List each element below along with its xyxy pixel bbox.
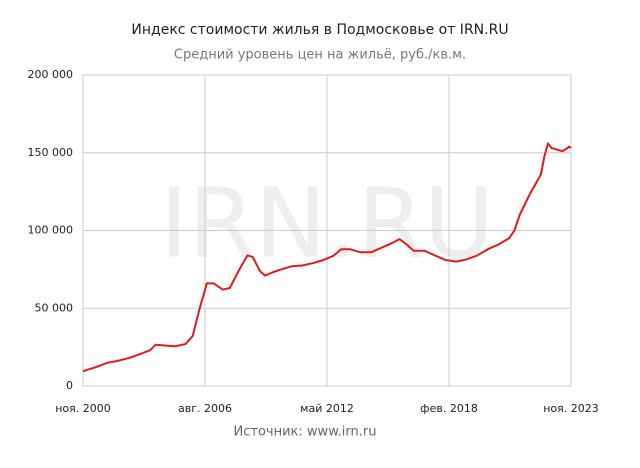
data-line (82, 142, 572, 373)
x-tick-label: авг. 2006 (178, 402, 232, 415)
y-tick-label: 0 (66, 379, 73, 392)
chart-title: Индекс стоимости жилья в Подмосковье от … (131, 22, 508, 38)
chart-subtitle: Средний уровень цен на жильё, руб./кв.м. (174, 48, 466, 63)
y-tick-label: 200 000 (28, 68, 74, 81)
y-tick-label: 150 000 (28, 146, 74, 159)
x-tick-label: ноя. 2000 (55, 402, 111, 415)
x-tick-label: ноя. 2023 (543, 402, 599, 415)
y-tick-label: 50 000 (35, 301, 74, 314)
y-tick-label: 100 000 (28, 224, 74, 237)
source: Источник: www.irn.ru (234, 425, 377, 440)
x-tick-label: май 2012 (300, 402, 354, 415)
x-tick-label: фев. 2018 (420, 402, 478, 415)
